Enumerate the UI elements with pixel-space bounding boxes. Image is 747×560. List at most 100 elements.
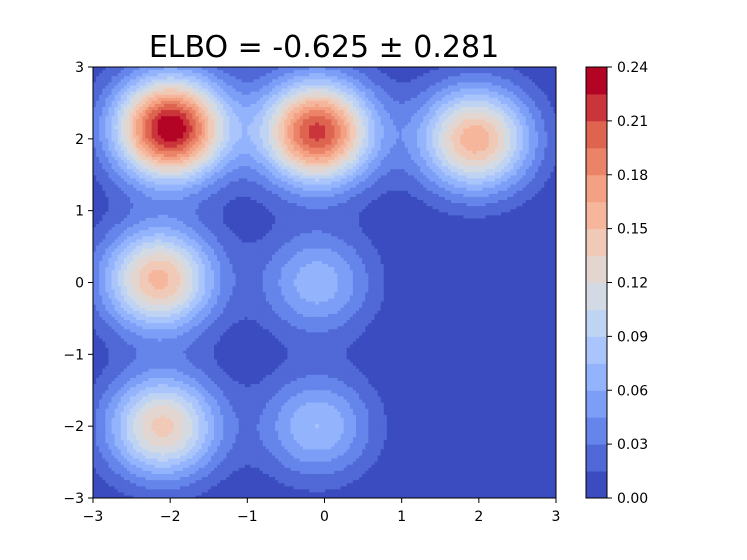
contour-cell bbox=[327, 214, 332, 219]
contour-cell bbox=[191, 359, 196, 364]
contour-cell bbox=[222, 248, 227, 253]
contour-cell bbox=[315, 368, 319, 373]
contour-cell bbox=[114, 211, 119, 216]
contour-cell bbox=[349, 384, 353, 388]
contour-cell bbox=[117, 196, 122, 200]
contour-cell bbox=[349, 211, 353, 216]
contour-cell bbox=[336, 334, 341, 339]
contour-cell bbox=[225, 307, 230, 311]
contour-cell bbox=[432, 73, 437, 77]
contour-cell bbox=[111, 334, 116, 339]
contour-cell bbox=[96, 325, 100, 330]
contour-cell bbox=[290, 344, 295, 348]
contour-cell bbox=[99, 174, 103, 179]
contour-cell bbox=[234, 251, 239, 256]
contour-cell bbox=[207, 353, 211, 357]
contour-cell bbox=[197, 491, 202, 496]
contour-cell bbox=[216, 328, 221, 333]
contour-cell bbox=[343, 371, 347, 376]
contour-cell bbox=[250, 304, 255, 308]
contour-cell bbox=[373, 273, 378, 277]
contour-cell bbox=[364, 196, 369, 200]
contour-cell bbox=[370, 399, 375, 404]
contour-cell bbox=[336, 230, 341, 234]
contour-cell bbox=[194, 365, 199, 370]
contour-cell bbox=[355, 325, 360, 330]
contour-cell bbox=[383, 187, 387, 191]
contour-cell bbox=[355, 319, 360, 324]
contour-cell bbox=[222, 390, 227, 394]
contour-cell bbox=[222, 328, 227, 333]
contour-cell bbox=[234, 276, 239, 281]
contour-cell bbox=[93, 100, 97, 105]
contour-cell bbox=[210, 224, 214, 228]
contour-cell bbox=[315, 334, 319, 339]
contour-cell bbox=[392, 180, 397, 185]
contour-cell bbox=[432, 79, 437, 83]
contour-cell bbox=[312, 368, 316, 373]
contour-cell bbox=[287, 202, 292, 207]
contour-cell bbox=[256, 307, 261, 311]
contour-cell bbox=[324, 353, 329, 357]
contour-cell bbox=[370, 313, 375, 317]
contour-cell bbox=[373, 424, 378, 428]
contour-cell bbox=[299, 334, 304, 339]
contour-cell bbox=[234, 273, 239, 277]
contour-cell bbox=[380, 402, 384, 407]
contour-cell bbox=[244, 424, 248, 428]
contour-cell bbox=[367, 239, 372, 244]
contour-cell bbox=[262, 242, 267, 247]
contour-cell bbox=[361, 374, 366, 379]
contour-cell bbox=[259, 304, 264, 308]
contour-cell bbox=[302, 227, 307, 231]
contour-cell bbox=[201, 337, 205, 342]
contour-cell bbox=[278, 334, 282, 339]
contour-cell bbox=[284, 319, 289, 324]
contour-cell bbox=[244, 257, 248, 262]
contour-cell bbox=[355, 316, 360, 321]
contour-cell bbox=[108, 202, 113, 207]
contour-cell bbox=[207, 208, 211, 213]
contour-cell bbox=[123, 347, 128, 351]
contour-cell bbox=[472, 67, 477, 71]
contour-cell bbox=[355, 328, 360, 333]
contour-cell bbox=[99, 331, 103, 336]
contour-cell bbox=[93, 433, 97, 438]
contour-cell bbox=[423, 88, 427, 93]
contour-cell bbox=[491, 202, 495, 207]
contour-cell bbox=[244, 270, 248, 274]
contour-cell bbox=[93, 390, 97, 394]
contour-cell bbox=[426, 190, 431, 194]
contour-cell bbox=[355, 251, 360, 256]
contour-cell bbox=[370, 396, 375, 401]
contour-cell bbox=[213, 224, 218, 228]
contour-cell bbox=[466, 214, 471, 219]
contour-cell bbox=[265, 260, 270, 265]
contour-cell bbox=[250, 70, 255, 74]
contour-cell bbox=[343, 482, 347, 487]
contour-cell bbox=[99, 91, 103, 96]
contour-cell bbox=[188, 359, 193, 364]
contour-cell bbox=[531, 190, 535, 194]
contour-cell bbox=[410, 183, 415, 188]
contour-cell bbox=[234, 239, 239, 244]
contour-cell bbox=[364, 313, 369, 317]
contour-cell bbox=[503, 70, 508, 74]
contour-cell bbox=[494, 73, 498, 77]
contour-cell bbox=[247, 270, 252, 274]
contour-cell bbox=[358, 67, 363, 71]
contour-cell bbox=[272, 322, 276, 327]
contour-cell bbox=[244, 260, 248, 265]
contour-cell bbox=[407, 85, 412, 90]
contour-cell bbox=[126, 199, 131, 204]
contour-cell bbox=[105, 387, 110, 391]
contour-cell bbox=[253, 242, 258, 247]
contour-cell bbox=[312, 227, 316, 231]
contour-cell bbox=[259, 282, 264, 287]
contour-cell bbox=[373, 76, 378, 80]
contour-cell bbox=[472, 214, 477, 219]
contour-cell bbox=[367, 313, 372, 317]
contour-cell bbox=[460, 70, 464, 74]
contour-cell bbox=[96, 331, 100, 336]
contour-cell bbox=[336, 362, 341, 367]
